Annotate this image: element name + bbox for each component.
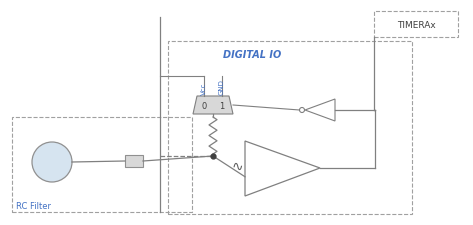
Bar <box>125 155 143 167</box>
Text: DIGITAL IO: DIGITAL IO <box>223 50 281 60</box>
Bar <box>168 42 412 214</box>
Polygon shape <box>193 97 233 115</box>
Text: 1: 1 <box>219 102 224 111</box>
Bar <box>12 117 192 212</box>
Bar <box>374 12 458 38</box>
Text: ∿: ∿ <box>231 159 243 173</box>
Text: 0: 0 <box>201 102 207 111</box>
Text: RC Filter: RC Filter <box>16 201 51 210</box>
Circle shape <box>32 142 72 182</box>
Text: GND: GND <box>219 79 225 94</box>
Text: Vcc: Vcc <box>201 82 207 94</box>
Text: TIMERAx: TIMERAx <box>397 20 435 29</box>
